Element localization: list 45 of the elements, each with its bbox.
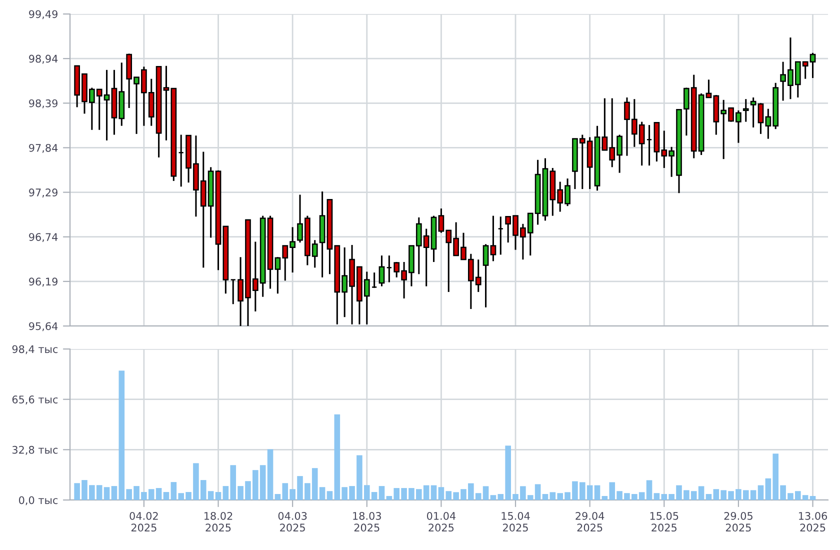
bar — [163, 492, 170, 500]
candlestick — [386, 254, 392, 284]
y-tick-label: 95,64 — [29, 322, 58, 332]
candlestick — [378, 254, 385, 288]
candlestick — [498, 216, 504, 256]
x-tick-label: 29.04 2025 — [576, 512, 604, 532]
x-tick-label: 18.03 2025 — [353, 512, 381, 532]
bar — [706, 494, 712, 500]
x-tick-label: 04.03 2025 — [278, 512, 307, 532]
bar — [542, 494, 548, 500]
candlestick — [482, 243, 489, 308]
candlestick — [230, 279, 236, 305]
y-tick-label: 32,8 тыс — [12, 446, 58, 455]
y-tick-label: 98,94 — [29, 54, 58, 64]
x-tick-label: 04.02 2025 — [130, 512, 158, 532]
candlestick — [646, 124, 652, 166]
candlestick — [371, 272, 378, 289]
x-tick-label: 15.05 2025 — [650, 512, 678, 532]
candlestick — [742, 98, 749, 123]
candlestick — [490, 215, 496, 262]
y-tick-label: 96,19 — [29, 278, 58, 287]
bar — [215, 492, 222, 500]
y-tick-label: 97,84 — [29, 144, 58, 153]
x-tick-label: 01.04 2025 — [426, 512, 456, 532]
y-tick-label: 98,4 тыс — [12, 345, 58, 354]
bar — [646, 480, 652, 500]
bar — [378, 486, 385, 500]
bar — [594, 485, 600, 500]
candlestick — [178, 134, 184, 188]
y-tick-label: 0,0 тыс — [18, 496, 58, 506]
y-tick-label: 97,29 — [29, 188, 58, 198]
x-tick-label: 13.06 2025 — [799, 512, 828, 532]
bar — [810, 496, 816, 500]
x-tick-label: 15.04 2025 — [502, 512, 530, 532]
y-tick-label: 65,6 тыс — [12, 396, 58, 404]
y-tick-label: 98,39 — [29, 99, 58, 108]
y-tick-label: 99,49 — [29, 10, 58, 20]
y-tick-label: 96,74 — [29, 233, 58, 242]
bar — [758, 485, 764, 500]
bar — [267, 449, 274, 500]
bar — [326, 491, 333, 500]
x-tick-label: 29.05 2025 — [724, 512, 752, 532]
bar — [430, 485, 437, 500]
x-tick-label: 18.02 2025 — [204, 512, 232, 532]
candlestick — [750, 96, 756, 128]
